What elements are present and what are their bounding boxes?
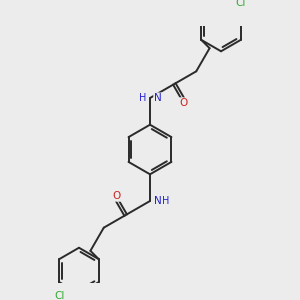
Text: Cl: Cl — [236, 0, 246, 8]
Text: O: O — [179, 98, 188, 108]
Text: H: H — [139, 93, 146, 103]
Text: Cl: Cl — [54, 291, 64, 300]
Text: H: H — [162, 196, 170, 206]
Text: N: N — [154, 196, 162, 206]
Text: N: N — [154, 93, 162, 103]
Text: O: O — [112, 191, 121, 201]
